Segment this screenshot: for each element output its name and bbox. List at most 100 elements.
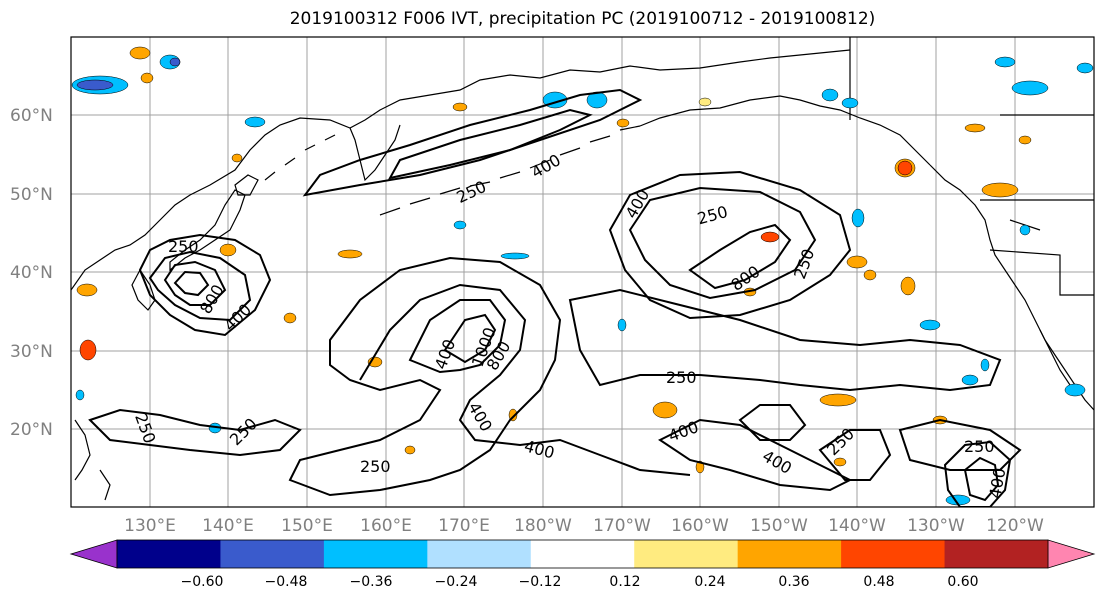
- ivt-contour-800: [688, 223, 792, 290]
- lon-label: 160°W: [671, 516, 729, 536]
- contour-label: 250: [964, 437, 995, 456]
- precip-positive-blob: [863, 269, 877, 281]
- ivt-contour-400: [818, 429, 892, 481]
- precip-negative-blob: [851, 208, 865, 228]
- precip-negative-blob: [1076, 62, 1094, 74]
- ivt-contour-250: [608, 170, 852, 320]
- colorbar-cell: [427, 540, 532, 568]
- precip-negative-blob: [1011, 80, 1049, 96]
- colorbar-tick: 0.48: [863, 574, 894, 590]
- precip-negative-blob: [500, 252, 530, 260]
- colorbar-tick: 0.36: [778, 574, 809, 590]
- ivt-contour-400: [388, 108, 593, 180]
- precip-positive-blob: [1018, 135, 1032, 145]
- precip-positive-blob: [79, 339, 97, 361]
- ivt-contour-250: [738, 404, 807, 441]
- ivt-contour-250: [568, 288, 1002, 392]
- precip-negative-blob: [961, 374, 979, 386]
- longitude-labels: 130°E 140°E 150°E 160°E 170°E 180°W 170°…: [124, 516, 1044, 536]
- lon-label: 170°W: [593, 516, 651, 536]
- coastlines: [71, 37, 1094, 501]
- asia-coastline: [71, 49, 851, 291]
- lon-label: 180°W: [514, 516, 572, 536]
- colorbar-tick: −0.48: [265, 574, 308, 590]
- ivt-contours: [88, 88, 1022, 507]
- precip-positive-blob: [231, 153, 243, 163]
- ivt-contour-400: [148, 250, 252, 322]
- hokkaido-coastline: [234, 174, 259, 196]
- ivt-contour-250: [88, 408, 302, 457]
- precip-negative-blob: [1019, 224, 1031, 236]
- precip-positive-blob: [760, 231, 780, 243]
- precip-positive-blob: [900, 276, 916, 296]
- ivt-contour-800: [163, 260, 227, 306]
- precip-positive-blob: [819, 393, 857, 407]
- precip-positive-blob: [698, 97, 712, 107]
- latitude-labels: 60°N 50°N 40°N 30°N 20°N: [10, 106, 53, 440]
- map-frame: [70, 36, 1095, 508]
- precip-positive-blob: [897, 160, 913, 176]
- precip-negative-blob: [919, 319, 941, 331]
- lon-label: 150°E: [281, 516, 333, 536]
- contour-label: 250: [360, 457, 391, 476]
- colorbar: −0.60 −0.48 −0.36 −0.24 −0.12 0.12 0.24 …: [69, 539, 1096, 590]
- lat-label-60n: 60°N: [10, 106, 53, 126]
- precip-positive-blob: [452, 102, 468, 112]
- aleutian-islands: [379, 125, 641, 216]
- precip-positive-blob: [140, 72, 154, 84]
- lon-label: 140°W: [828, 516, 886, 536]
- lon-label: 130°E: [124, 516, 176, 536]
- precip-positive-blob: [283, 312, 297, 324]
- colorbar-tick: 0.12: [609, 574, 640, 590]
- precip-negative-blob: [75, 389, 85, 401]
- precip-negative-blob: [169, 57, 181, 67]
- precip-shading: [71, 46, 1094, 506]
- colorbar-tick: 0.60: [947, 574, 978, 590]
- precip-positive-blob: [76, 283, 98, 297]
- ivt-contour-400: [628, 186, 817, 300]
- lat-label-30n: 30°N: [10, 342, 53, 362]
- korea-coastline: [131, 268, 156, 311]
- ivt-contour-250: [302, 88, 643, 197]
- precip-positive-blob: [846, 255, 868, 269]
- graticule: [71, 37, 1094, 507]
- lat-label-40n: 40°N: [10, 263, 53, 283]
- ivt-contour-250: [943, 440, 1012, 507]
- contour-label: 250: [168, 237, 199, 256]
- ivt-contour-250: [138, 233, 272, 337]
- precip-positive-blob: [616, 118, 630, 128]
- lat-label-50n: 50°N: [10, 185, 53, 205]
- colorbar-tick: −0.36: [350, 574, 393, 590]
- lon-label: 130°W: [907, 516, 965, 536]
- ivt-contour-400: [359, 283, 691, 476]
- precip-negative-blob: [841, 97, 859, 109]
- precip-negative-blob: [1064, 383, 1086, 397]
- colorbar-tick: −0.12: [519, 574, 562, 590]
- lon-label: 140°E: [202, 516, 254, 536]
- na-west-coast: [929, 164, 1094, 411]
- colorbar-cell: [323, 540, 428, 568]
- colorbar-max-arrow: [1047, 539, 1096, 569]
- baja-coastline: [1039, 329, 1071, 386]
- colorbar-tick: −0.24: [435, 574, 478, 590]
- kuril-islands: [264, 134, 336, 181]
- lon-label: 160°E: [360, 516, 412, 536]
- alaska-coastline: [639, 95, 931, 166]
- ivt-contour-inner: [173, 270, 210, 297]
- precip-negative-blob: [76, 79, 114, 91]
- philippines-coastline: [74, 419, 111, 501]
- contour-label: 250: [666, 368, 697, 387]
- colorbar-cell: [634, 540, 739, 568]
- kamchatka-coastline: [349, 124, 401, 182]
- precip-negative-blob: [617, 318, 627, 332]
- ivt-contour-400: [963, 456, 1000, 502]
- colorbar-cell: [737, 540, 842, 568]
- precip-positive-blob: [337, 249, 363, 259]
- precip-positive-blob: [404, 445, 416, 455]
- lat-label-20n: 20°N: [10, 420, 53, 440]
- precip-positive-blob: [129, 46, 151, 60]
- colorbar-cell: [117, 540, 221, 568]
- precip-negative-blob: [821, 88, 839, 102]
- precip-negative-blob: [980, 358, 990, 372]
